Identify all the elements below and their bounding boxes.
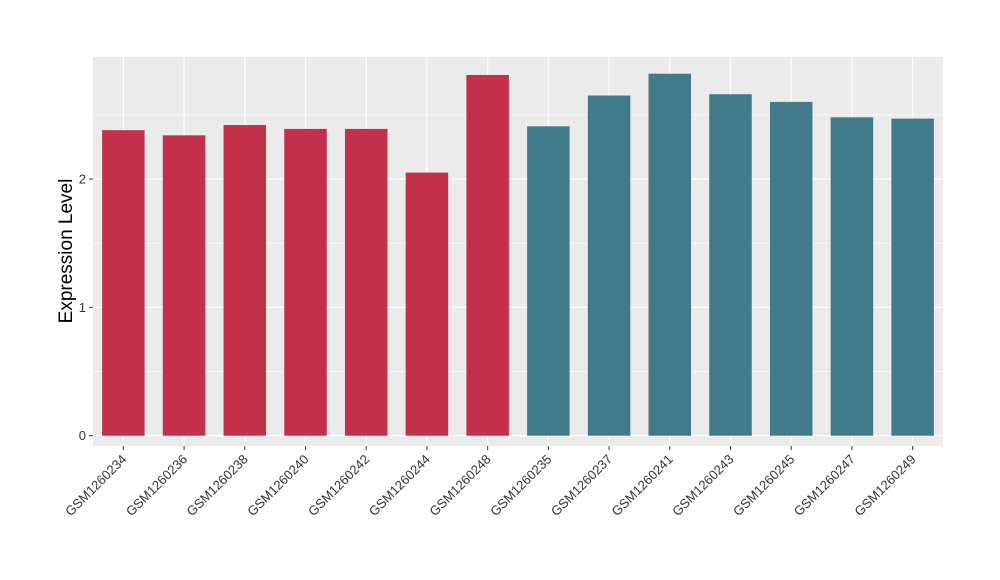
bar-GSM1260235 <box>527 126 570 436</box>
bar-GSM1260242 <box>344 128 388 436</box>
x-tick-label: GSM1260243 <box>669 452 736 519</box>
y-tick-label: 2 <box>79 171 86 186</box>
x-tick-label: GSM1260247 <box>791 452 858 519</box>
x-tick-label: GSM1260235 <box>487 452 554 519</box>
y-tick-label: 1 <box>79 300 86 315</box>
x-tick-label: GSM1260234 <box>62 452 129 519</box>
bar-GSM1260245 <box>769 101 813 436</box>
bar-GSM1260248 <box>466 74 509 436</box>
x-tick-label: GSM1260245 <box>730 452 797 519</box>
x-tick-label: GSM1260240 <box>244 452 311 519</box>
bar-GSM1260240 <box>284 128 327 436</box>
bar-GSM1260244 <box>405 172 449 436</box>
y-axis: 0 1 2 <box>79 171 93 443</box>
x-tick-label: GSM1260248 <box>426 452 493 519</box>
bar-GSM1260236 <box>162 135 206 436</box>
bar-GSM1260249 <box>891 118 934 436</box>
bar-GSM1260243 <box>709 94 752 436</box>
x-tick-label: GSM1260236 <box>123 452 190 519</box>
plot-panel <box>93 57 943 446</box>
x-tick-label: GSM1260249 <box>851 452 918 519</box>
x-tick-label: GSM1260242 <box>305 452 372 519</box>
bar-GSM1260238 <box>223 125 267 436</box>
x-axis: GSM1260234GSM1260236GSM1260238GSM1260240… <box>62 446 919 519</box>
bar-GSM1260247 <box>830 117 874 436</box>
bar-GSM1260234 <box>102 130 145 436</box>
x-tick-label: GSM1260238 <box>184 452 251 519</box>
bar-GSM1260237 <box>587 95 631 436</box>
x-tick-label: GSM1260237 <box>548 452 615 519</box>
y-axis-title: Expression Level <box>56 179 77 324</box>
y-tick-label: 0 <box>79 428 86 443</box>
bar-GSM1260241 <box>648 73 692 436</box>
bars <box>102 73 934 436</box>
x-tick-label: GSM1260241 <box>609 452 676 519</box>
x-tick-label: GSM1260244 <box>366 452 433 519</box>
